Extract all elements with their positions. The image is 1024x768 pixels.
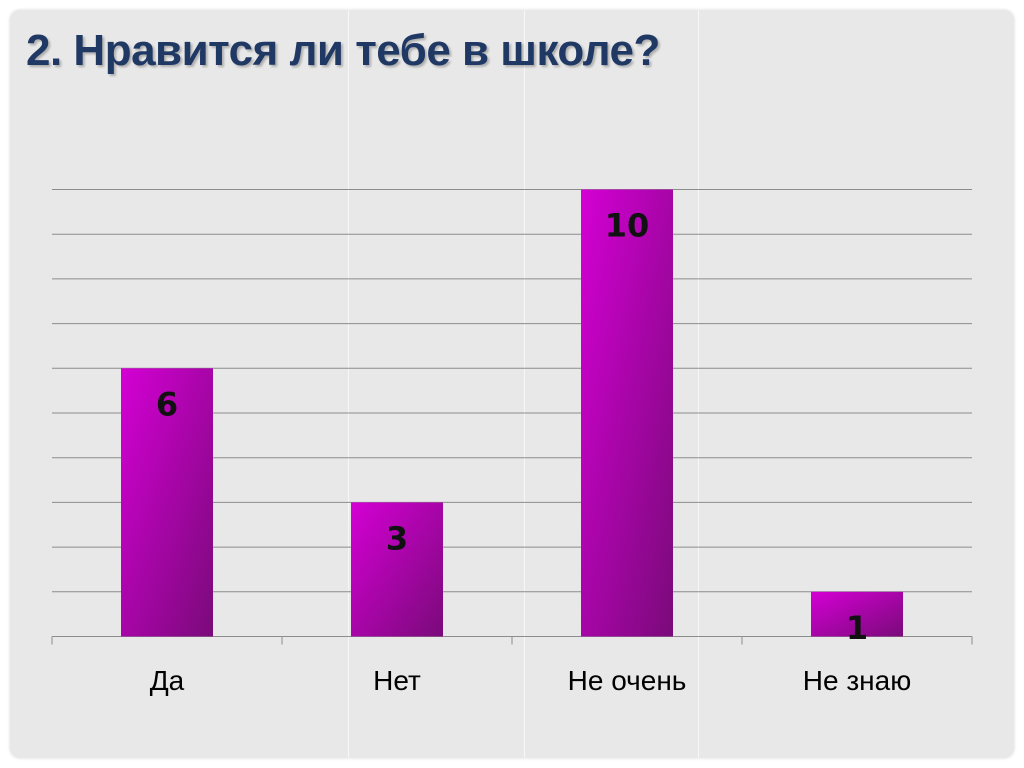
category-label: Нет	[373, 665, 421, 696]
bar	[351, 502, 443, 637]
bar	[581, 189, 673, 637]
data-label: 10	[605, 207, 650, 245]
category-label: Не знаю	[803, 665, 911, 696]
data-label: 6	[156, 385, 178, 423]
background-stripe	[524, 10, 525, 758]
category-label: Да	[150, 665, 185, 696]
bar	[811, 591, 903, 637]
slide-title: 2. Нравится ли тебе в школе?	[26, 26, 660, 75]
background-stripe	[348, 10, 349, 758]
data-label: 3	[386, 519, 408, 557]
bar	[121, 368, 213, 637]
data-label: 1	[846, 609, 868, 647]
background-stripe	[698, 10, 699, 758]
category-label: Не очень	[568, 665, 687, 696]
